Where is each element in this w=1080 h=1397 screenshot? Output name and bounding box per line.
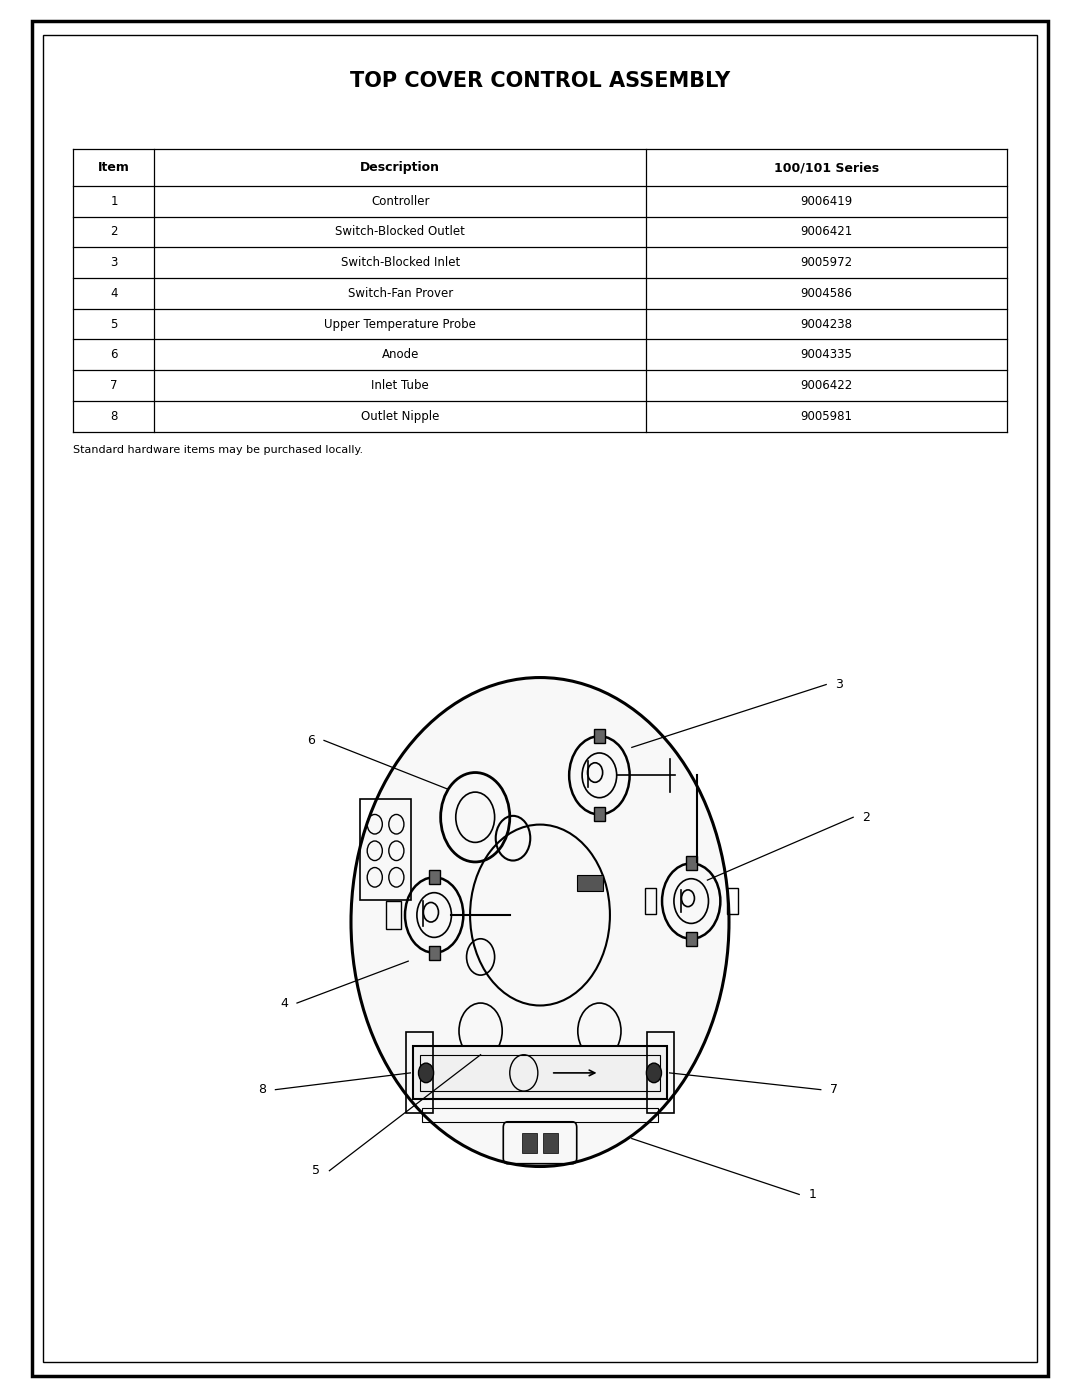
Text: 7: 7 [110, 379, 118, 393]
Bar [577, 875, 603, 891]
Text: Inlet Tube: Inlet Tube [372, 379, 429, 393]
Bar [386, 901, 401, 929]
Text: Outlet Nipple: Outlet Nipple [361, 409, 440, 423]
Text: 3: 3 [110, 256, 118, 270]
Text: 9004586: 9004586 [800, 286, 852, 300]
Text: 4: 4 [280, 996, 288, 1010]
Text: Switch-Blocked Outlet: Switch-Blocked Outlet [335, 225, 465, 239]
Bar [647, 1032, 674, 1113]
Text: 5: 5 [110, 317, 118, 331]
Bar [686, 932, 697, 946]
Text: 2: 2 [110, 225, 118, 239]
Bar [420, 1055, 660, 1091]
Bar [727, 888, 738, 914]
Text: 6: 6 [307, 733, 315, 747]
Text: 100/101 Series: 100/101 Series [773, 161, 879, 175]
Text: 4: 4 [110, 286, 118, 300]
Text: 9006419: 9006419 [800, 194, 852, 208]
Bar [429, 946, 440, 960]
Text: Description: Description [360, 161, 441, 175]
Bar [429, 870, 440, 884]
Text: 6: 6 [110, 348, 118, 362]
Bar [414, 1046, 667, 1099]
Bar [421, 1108, 658, 1122]
Bar [686, 856, 697, 870]
Text: TOP COVER CONTROL ASSEMBLY: TOP COVER CONTROL ASSEMBLY [350, 71, 730, 91]
Text: Item: Item [98, 161, 130, 175]
Text: 9004238: 9004238 [800, 317, 852, 331]
Text: 2: 2 [862, 810, 870, 824]
Bar [360, 799, 411, 900]
Text: 9005972: 9005972 [800, 256, 852, 270]
Text: 7: 7 [829, 1083, 838, 1097]
Text: 1: 1 [110, 194, 118, 208]
Text: Anode: Anode [381, 348, 419, 362]
Circle shape [351, 678, 729, 1166]
Text: 8: 8 [110, 409, 118, 423]
Text: Standard hardware items may be purchased locally.: Standard hardware items may be purchased… [73, 444, 364, 455]
Bar [594, 807, 605, 821]
Text: 9005981: 9005981 [800, 409, 852, 423]
Text: Switch-Blocked Inlet: Switch-Blocked Inlet [340, 256, 460, 270]
Text: Controller: Controller [370, 194, 430, 208]
Text: 9006421: 9006421 [800, 225, 852, 239]
Text: 8: 8 [258, 1083, 267, 1097]
Circle shape [647, 1063, 661, 1083]
Bar [406, 1032, 433, 1113]
Text: 1: 1 [808, 1187, 816, 1201]
Text: 9004335: 9004335 [800, 348, 852, 362]
Text: 5: 5 [312, 1164, 321, 1178]
Bar [522, 1133, 537, 1153]
Text: Upper Temperature Probe: Upper Temperature Probe [324, 317, 476, 331]
Bar [594, 729, 605, 743]
Text: Switch-Fan Prover: Switch-Fan Prover [348, 286, 453, 300]
Bar [645, 888, 656, 914]
Bar [543, 1133, 558, 1153]
Circle shape [419, 1063, 434, 1083]
Text: 3: 3 [835, 678, 843, 692]
Text: 9006422: 9006422 [800, 379, 852, 393]
